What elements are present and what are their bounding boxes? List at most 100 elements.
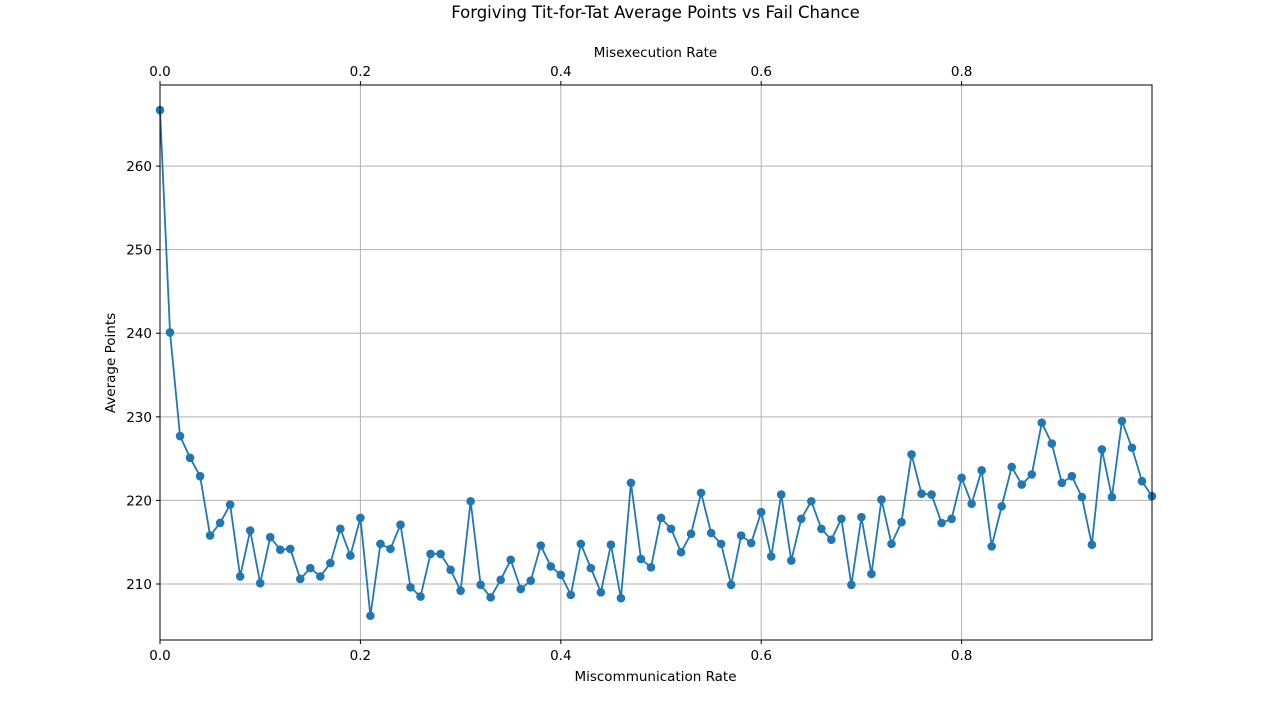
data-point bbox=[476, 580, 485, 590]
data-point bbox=[586, 563, 596, 573]
data-point bbox=[275, 545, 285, 555]
data-point bbox=[486, 593, 495, 602]
data-point bbox=[1087, 540, 1097, 550]
data-point bbox=[566, 590, 576, 600]
data-point bbox=[366, 611, 375, 621]
y-tick-label: 220 bbox=[126, 493, 152, 509]
data-point bbox=[1037, 418, 1047, 427]
data-point bbox=[536, 541, 546, 550]
data-point bbox=[686, 529, 696, 539]
data-point bbox=[656, 513, 666, 523]
data-point bbox=[215, 518, 225, 528]
data-point bbox=[576, 539, 586, 549]
data-point bbox=[756, 507, 766, 517]
data-point bbox=[1027, 470, 1037, 479]
grid-lines bbox=[159, 85, 1152, 640]
data-point bbox=[1057, 478, 1067, 488]
data-point bbox=[316, 572, 325, 581]
data-point bbox=[165, 328, 175, 337]
data-point bbox=[766, 552, 776, 561]
data-point bbox=[225, 500, 235, 509]
data-point bbox=[546, 562, 556, 571]
data-point bbox=[1077, 492, 1087, 502]
data-point bbox=[907, 450, 916, 459]
data-point bbox=[336, 524, 345, 534]
x-top-tick-label: 0.8 bbox=[951, 64, 972, 80]
data-point bbox=[937, 518, 946, 528]
data-point bbox=[1007, 462, 1017, 472]
x-tick-label: 0.6 bbox=[750, 648, 771, 664]
data-point bbox=[877, 495, 886, 504]
data-point bbox=[887, 539, 896, 549]
series-line bbox=[159, 110, 1153, 616]
y-tick-label: 210 bbox=[126, 577, 152, 593]
data-point bbox=[426, 549, 435, 559]
data-point bbox=[676, 547, 686, 557]
data-point bbox=[776, 490, 786, 499]
plot-area bbox=[155, 105, 1157, 621]
data-point bbox=[666, 524, 676, 534]
data-point bbox=[987, 542, 996, 551]
data-point bbox=[606, 540, 616, 550]
data-point bbox=[917, 489, 926, 499]
data-point bbox=[466, 496, 475, 506]
data-point bbox=[1107, 492, 1117, 502]
data-point bbox=[556, 570, 566, 580]
data-point bbox=[947, 514, 956, 524]
data-point bbox=[376, 539, 385, 549]
axis-ticks: 0.0 0.0 0.2 0.2 0.4 0.4 0.6 0.6 0.8 0.8 210 220 230 2… bbox=[126, 64, 972, 664]
data-point bbox=[456, 586, 465, 595]
y-tick-label: 240 bbox=[126, 326, 152, 342]
data-point bbox=[1047, 439, 1057, 448]
x-top-tick-label: 0.4 bbox=[550, 64, 571, 80]
data-point bbox=[255, 578, 265, 588]
data-point bbox=[706, 528, 716, 538]
data-point bbox=[817, 524, 826, 534]
data-point bbox=[726, 580, 736, 590]
data-point bbox=[1137, 476, 1147, 486]
data-point bbox=[796, 514, 806, 524]
data-point bbox=[1127, 443, 1137, 453]
data-point bbox=[516, 584, 526, 594]
data-point bbox=[807, 496, 816, 506]
data-point bbox=[346, 551, 355, 560]
data-point bbox=[205, 531, 215, 540]
data-point bbox=[927, 490, 936, 499]
x-tick-label: 0.4 bbox=[550, 648, 571, 664]
data-point bbox=[1097, 445, 1107, 454]
y-axis-label: Average Points bbox=[103, 313, 119, 413]
data-point bbox=[326, 558, 335, 568]
data-point bbox=[436, 549, 445, 559]
data-point bbox=[185, 453, 195, 463]
y-tick-label: 230 bbox=[126, 410, 152, 426]
data-point bbox=[997, 501, 1006, 511]
data-point bbox=[596, 588, 606, 597]
data-point bbox=[265, 532, 275, 542]
data-point bbox=[977, 466, 986, 475]
data-point bbox=[786, 556, 796, 565]
data-point bbox=[827, 535, 836, 544]
data-point bbox=[285, 544, 295, 554]
x-top-tick-label: 0.0 bbox=[149, 64, 170, 80]
x-top-tick-label: 0.2 bbox=[350, 64, 371, 80]
data-point bbox=[616, 593, 626, 603]
data-point bbox=[1067, 471, 1077, 481]
y-tick-label: 250 bbox=[126, 243, 152, 259]
x-axis-top-label: Misexecution Rate bbox=[594, 45, 717, 61]
data-point bbox=[175, 431, 185, 441]
data-point bbox=[1117, 416, 1127, 426]
data-point bbox=[245, 526, 255, 535]
data-point bbox=[716, 539, 726, 549]
x-top-tick-label: 0.6 bbox=[750, 64, 771, 80]
data-point bbox=[626, 478, 636, 488]
plot-frame bbox=[159, 84, 1153, 641]
data-point bbox=[496, 575, 505, 585]
x-tick-label: 0.0 bbox=[149, 648, 170, 664]
chart-title: Forgiving Tit-for-Tat Average Points vs … bbox=[451, 3, 860, 22]
data-point bbox=[696, 488, 706, 498]
x-axis-label: Miscommunication Rate bbox=[574, 669, 736, 685]
data-point bbox=[967, 499, 976, 509]
data-point bbox=[526, 576, 536, 585]
data-point bbox=[446, 565, 455, 575]
